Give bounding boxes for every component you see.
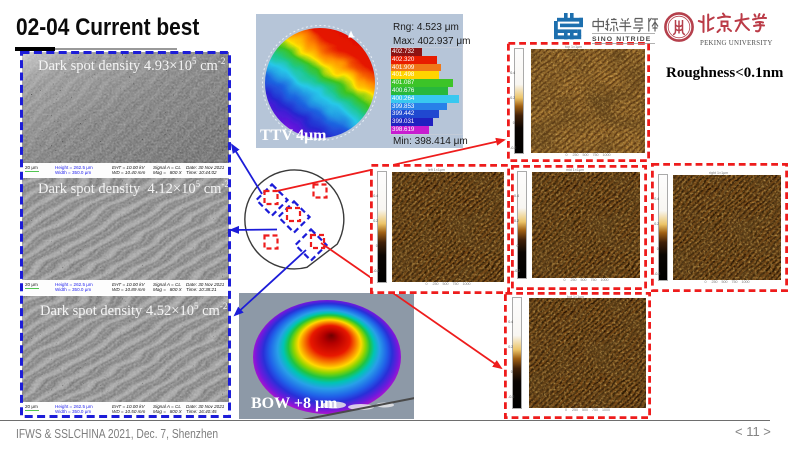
svg-text:SINO NITRIDE: SINO NITRIDE [592, 36, 652, 43]
svg-text:PEKING UNIVERSITY: PEKING UNIVERSITY [700, 40, 773, 47]
